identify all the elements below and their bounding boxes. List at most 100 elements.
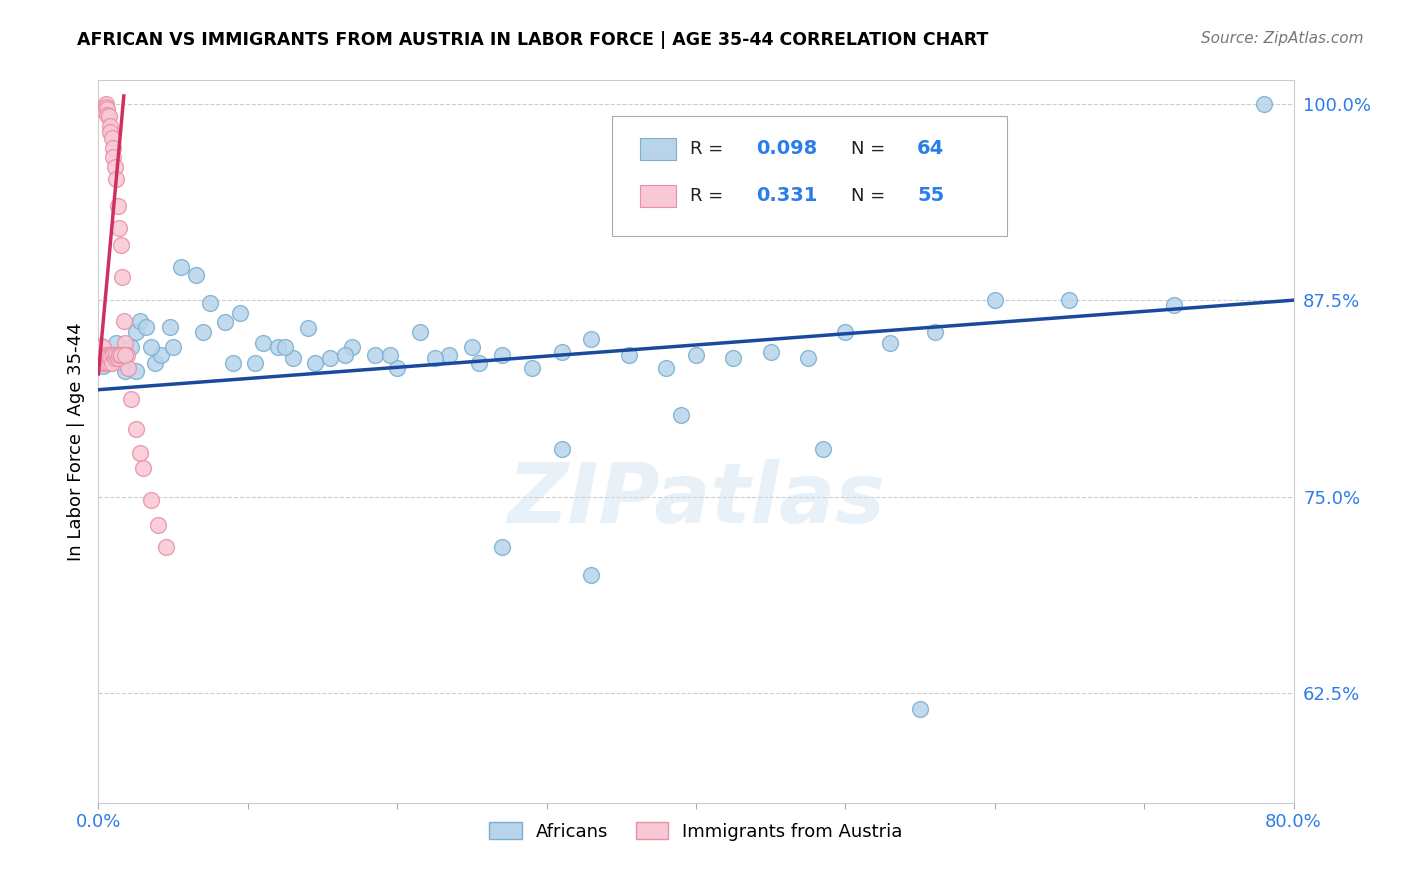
FancyBboxPatch shape — [640, 138, 676, 160]
Point — [110, 346, 132, 360]
Point — [91, 348, 114, 362]
Point — [669, 408, 692, 422]
Point — [94, 100, 117, 114]
Point — [94, 348, 117, 362]
Point — [105, 335, 128, 350]
Point — [101, 348, 124, 362]
Point — [581, 333, 603, 347]
Point — [139, 492, 162, 507]
Point — [655, 360, 678, 375]
Point — [108, 348, 131, 362]
Point — [97, 348, 120, 362]
Point — [342, 340, 364, 354]
Point — [120, 392, 142, 406]
Point — [214, 315, 236, 329]
Point — [104, 160, 127, 174]
Point — [93, 356, 115, 370]
Point — [98, 346, 122, 360]
Point — [114, 364, 136, 378]
Point — [101, 131, 124, 145]
Point — [120, 340, 142, 354]
Point — [162, 340, 184, 354]
Point — [879, 335, 901, 350]
Point — [159, 319, 181, 334]
Point — [93, 103, 115, 117]
Point — [685, 348, 707, 362]
Text: 55: 55 — [917, 186, 945, 205]
Point — [491, 348, 513, 362]
Point — [811, 442, 834, 457]
Point — [90, 351, 112, 366]
Point — [91, 356, 114, 370]
Point — [110, 238, 132, 252]
Point — [520, 360, 543, 375]
Y-axis label: In Labor Force | Age 35-44: In Labor Force | Age 35-44 — [66, 322, 84, 561]
Point — [125, 364, 148, 378]
Text: Source: ZipAtlas.com: Source: ZipAtlas.com — [1201, 31, 1364, 46]
Point — [90, 339, 112, 353]
Point — [378, 348, 401, 362]
Point — [281, 351, 304, 366]
Point — [439, 348, 461, 362]
Point — [169, 260, 191, 275]
Point — [468, 356, 491, 370]
Point — [110, 356, 132, 370]
Point — [581, 568, 603, 582]
Point — [304, 356, 326, 370]
Point — [104, 351, 127, 366]
Point — [184, 268, 207, 282]
Point — [423, 351, 446, 366]
Point — [143, 356, 166, 370]
Point — [1163, 298, 1185, 312]
Point — [96, 108, 118, 122]
Point — [103, 150, 125, 164]
Text: AFRICAN VS IMMIGRANTS FROM AUSTRIA IN LABOR FORCE | AGE 35-44 CORRELATION CHART: AFRICAN VS IMMIGRANTS FROM AUSTRIA IN LA… — [77, 31, 988, 49]
Point — [91, 359, 114, 373]
Point — [252, 335, 274, 350]
Text: R =: R = — [690, 187, 728, 205]
Text: 0.098: 0.098 — [756, 139, 817, 159]
Point — [222, 356, 245, 370]
Text: 64: 64 — [917, 139, 945, 159]
Point — [97, 109, 120, 123]
Point — [115, 348, 138, 362]
Point — [105, 348, 128, 362]
Point — [103, 348, 125, 362]
Point — [105, 348, 128, 362]
Point — [98, 119, 122, 133]
Point — [132, 461, 155, 475]
Point — [96, 351, 118, 366]
Point — [155, 540, 177, 554]
Legend: Africans, Immigrants from Austria: Africans, Immigrants from Austria — [482, 814, 910, 848]
Point — [139, 340, 162, 354]
Point — [117, 360, 139, 375]
FancyBboxPatch shape — [613, 117, 1007, 235]
Point — [111, 269, 134, 284]
Text: 0.331: 0.331 — [756, 186, 817, 205]
Point — [984, 293, 1007, 308]
Point — [114, 348, 136, 362]
Point — [129, 313, 152, 327]
Point — [112, 313, 135, 327]
Point — [491, 540, 513, 554]
Point — [148, 517, 170, 532]
Text: R =: R = — [690, 140, 728, 158]
Point — [617, 348, 640, 362]
Point — [461, 340, 484, 354]
Point — [297, 321, 319, 335]
Point — [229, 306, 252, 320]
Point — [114, 335, 136, 350]
Point — [96, 102, 118, 116]
Point — [125, 422, 148, 436]
Point — [245, 356, 267, 370]
Point — [94, 351, 117, 366]
Point — [98, 125, 122, 139]
Point — [191, 325, 214, 339]
Point — [797, 351, 820, 366]
Point — [91, 356, 114, 370]
Point — [97, 356, 120, 370]
Point — [908, 701, 931, 715]
Point — [834, 325, 856, 339]
Point — [333, 348, 356, 362]
Point — [364, 348, 387, 362]
